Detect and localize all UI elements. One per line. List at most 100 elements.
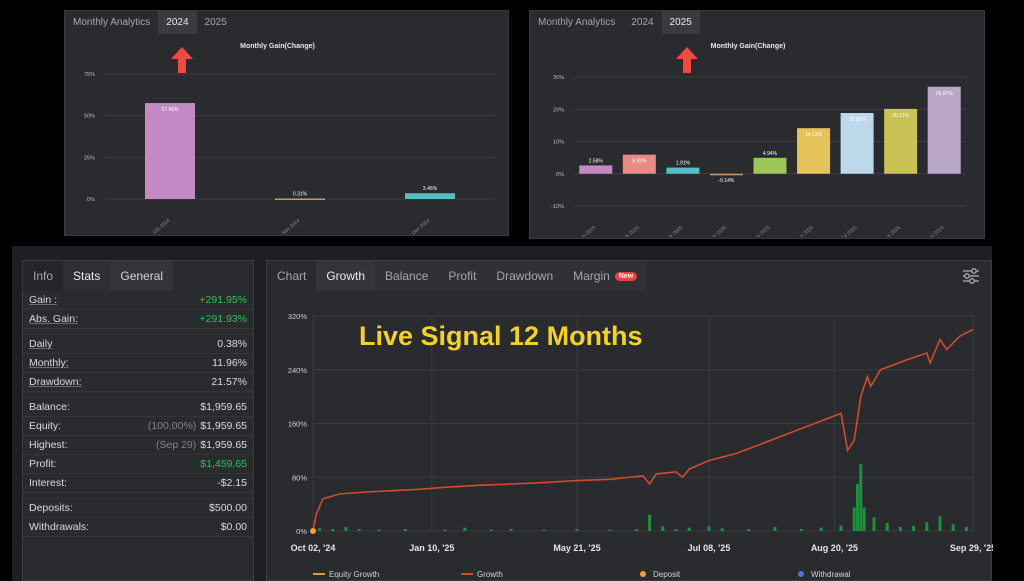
stat-value: $1,959.65 [200,420,247,432]
tab-growth[interactable]: Growth [316,261,376,291]
data-label: 57.56% [162,107,180,113]
y-tick-label: 240% [288,366,308,375]
volume-bar [925,522,929,531]
tab-label: Drawdown [496,269,554,283]
data-label: 20.11% [892,113,909,119]
stat-value: -$2.15 [217,477,247,489]
volume-bar [856,483,859,531]
bar [840,113,874,174]
signal-dashboard: Info Stats General Gain : +291.95% Abs. Gain… [12,246,993,581]
stat-value-wrap: $1,459.65 [200,458,247,470]
stat-row: Withdrawals: $0.00 [23,518,253,537]
stat-label: Deposits: [29,502,73,514]
tab-chart[interactable]: Chart [267,261,317,291]
bar [622,154,656,174]
stat-value: +291.93% [199,313,247,325]
legend-swatch [640,571,646,577]
volume-bar [938,516,942,531]
growth-chart-panel: Chart Growth Balance Profit Drawdown Margin Ne… [266,260,993,581]
stat-label[interactable]: Daily [29,338,53,350]
sliders-icon[interactable] [961,267,981,285]
stat-label[interactable]: Gain : [29,294,58,306]
growth-line [312,328,974,532]
stat-label[interactable]: Abs. Gain: [29,313,79,325]
row-divider [23,392,253,398]
data-label: 2.58% [589,158,604,164]
stat-label[interactable]: Monthly: [29,357,69,369]
data-label: 18.83% [849,117,867,123]
stat-label[interactable]: Drawdown: [29,376,82,388]
x-tick-label: Jul 2025 [840,225,859,237]
x-tick-label: Dec 2024 [411,218,431,235]
stat-row: Profit: $1,459.65 [23,455,253,474]
volume-bar [773,526,777,531]
x-tick-label: Jul 08, '25 [688,543,731,553]
volume-bar [377,529,381,531]
stat-value: 0.38% [217,338,247,350]
tab-2024[interactable]: 2024 [158,11,197,34]
volume-bar [542,529,546,531]
tab-monthly-analytics[interactable]: Monthly Analytics [65,11,159,34]
tab-general[interactable]: General [110,261,174,291]
tab-margin[interactable]: Margin New [563,261,648,291]
stat-label: Profit: [29,458,57,470]
y-tick-label: 75% [84,72,95,78]
volume-bar [839,525,843,531]
bar [927,86,961,174]
tab-monthly-analytics[interactable]: Monthly Analytics [530,11,624,34]
chart-tabs: Chart Growth Balance Profit Drawdown Margin Ne… [267,261,991,291]
tab-label: Balance [385,269,429,283]
new-badge: New [614,271,638,281]
tab-info[interactable]: Info [23,261,64,291]
stat-value-wrap: (100.00%) $1,959.65 [148,420,247,432]
chart-title: Monthly Gain(Change) [240,43,315,50]
overlay-title: Live Signal 12 Months [359,321,643,351]
stat-label: Interest: [29,477,67,489]
volume-bar [912,525,916,531]
bar [797,128,831,174]
stat-value-wrap: -$2.15 [217,477,247,489]
tab-2024[interactable]: 2024 [623,11,662,34]
tab-balance[interactable]: Balance [375,261,439,291]
volume-bar [509,528,513,531]
x-tick-label: Mar 2025 [664,225,684,237]
tab-2025[interactable]: 2025 [661,11,700,34]
volume-bar [443,529,447,531]
tab-stats[interactable]: Stats [63,261,111,291]
volume-bar [687,527,691,531]
stat-sub: (Sep 29) [156,439,197,451]
stat-value-wrap: (Sep 29) $1,959.65 [156,439,247,451]
tab-drawdown[interactable]: Drawdown [486,261,564,291]
stat-value-wrap: +291.93% [199,313,247,325]
x-tick-label: Apr 2025 [708,225,728,237]
y-tick-label: 0% [556,172,564,178]
red-arrow-up-icon [171,47,193,73]
chart-title: Monthly Gain(Change) [711,43,786,50]
tab-2025[interactable]: 2025 [196,11,235,34]
legend-label: Withdrawal [811,570,851,579]
stat-label: Equity: [29,420,62,432]
tab-profit[interactable]: Profit [438,261,487,291]
y-tick-label: 10% [553,140,564,146]
stat-value-wrap: $500.00 [209,502,247,514]
tab-label: Chart [277,269,307,283]
x-tick-label: Oct 2024 [152,218,172,235]
x-tick-label: May 21, '25 [553,543,600,553]
red-arrow-up-icon [676,47,698,73]
y-tick-label: 0% [87,197,95,203]
x-tick-label: Nov 2024 [281,218,301,235]
stat-value: 21.57% [211,376,247,388]
volume-bar [634,528,638,531]
y-tick-label: 20% [553,107,564,113]
volume-bar [331,528,335,531]
stat-value: $1,959.65 [200,439,247,451]
x-tick-label: Jun 2025 [795,225,815,237]
row-divider [23,493,253,499]
monthly-gain-chart-2024: Monthly Gain(Change) 0% 25% 50% 75% 57.56% Oct… [84,43,495,235]
data-label: 5.92% [632,159,647,165]
volume-bar [859,463,863,531]
x-tick-label: Feb 2025 [621,225,641,237]
stat-value: $1,459.65 [200,458,247,470]
y-tick-label: 320% [288,312,308,321]
volume-bar [898,526,902,531]
